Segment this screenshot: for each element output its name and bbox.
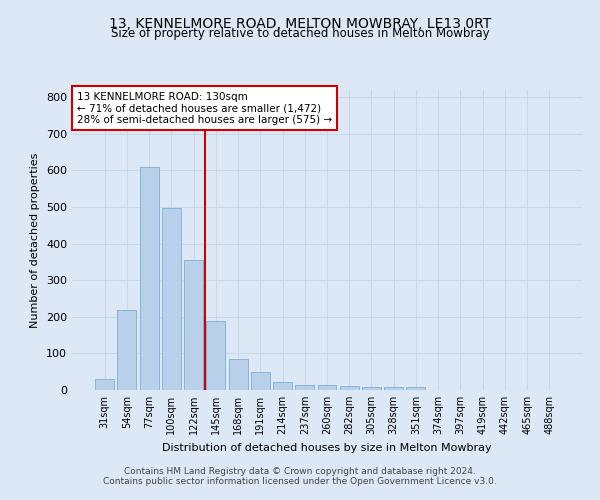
Y-axis label: Number of detached properties: Number of detached properties: [31, 152, 40, 328]
Bar: [273, 382, 292, 390]
Bar: [340, 386, 359, 390]
Bar: [95, 379, 114, 390]
Text: Contains public sector information licensed under the Open Government Licence v3: Contains public sector information licen…: [103, 477, 497, 486]
Bar: [295, 384, 314, 390]
Bar: [317, 385, 337, 390]
Bar: [184, 260, 203, 390]
Text: Size of property relative to detached houses in Melton Mowbray: Size of property relative to detached ho…: [110, 28, 490, 40]
Bar: [406, 387, 425, 390]
Bar: [162, 208, 181, 390]
Bar: [362, 387, 381, 390]
Bar: [251, 372, 270, 390]
Text: Contains HM Land Registry data © Crown copyright and database right 2024.: Contains HM Land Registry data © Crown c…: [124, 467, 476, 476]
X-axis label: Distribution of detached houses by size in Melton Mowbray: Distribution of detached houses by size …: [162, 442, 492, 452]
Bar: [229, 359, 248, 390]
Bar: [206, 321, 225, 390]
Bar: [384, 387, 403, 390]
Bar: [140, 167, 158, 390]
Text: 13 KENNELMORE ROAD: 130sqm
← 71% of detached houses are smaller (1,472)
28% of s: 13 KENNELMORE ROAD: 130sqm ← 71% of deta…: [77, 92, 332, 124]
Bar: [118, 310, 136, 390]
Text: 13, KENNELMORE ROAD, MELTON MOWBRAY, LE13 0RT: 13, KENNELMORE ROAD, MELTON MOWBRAY, LE1…: [109, 18, 491, 32]
